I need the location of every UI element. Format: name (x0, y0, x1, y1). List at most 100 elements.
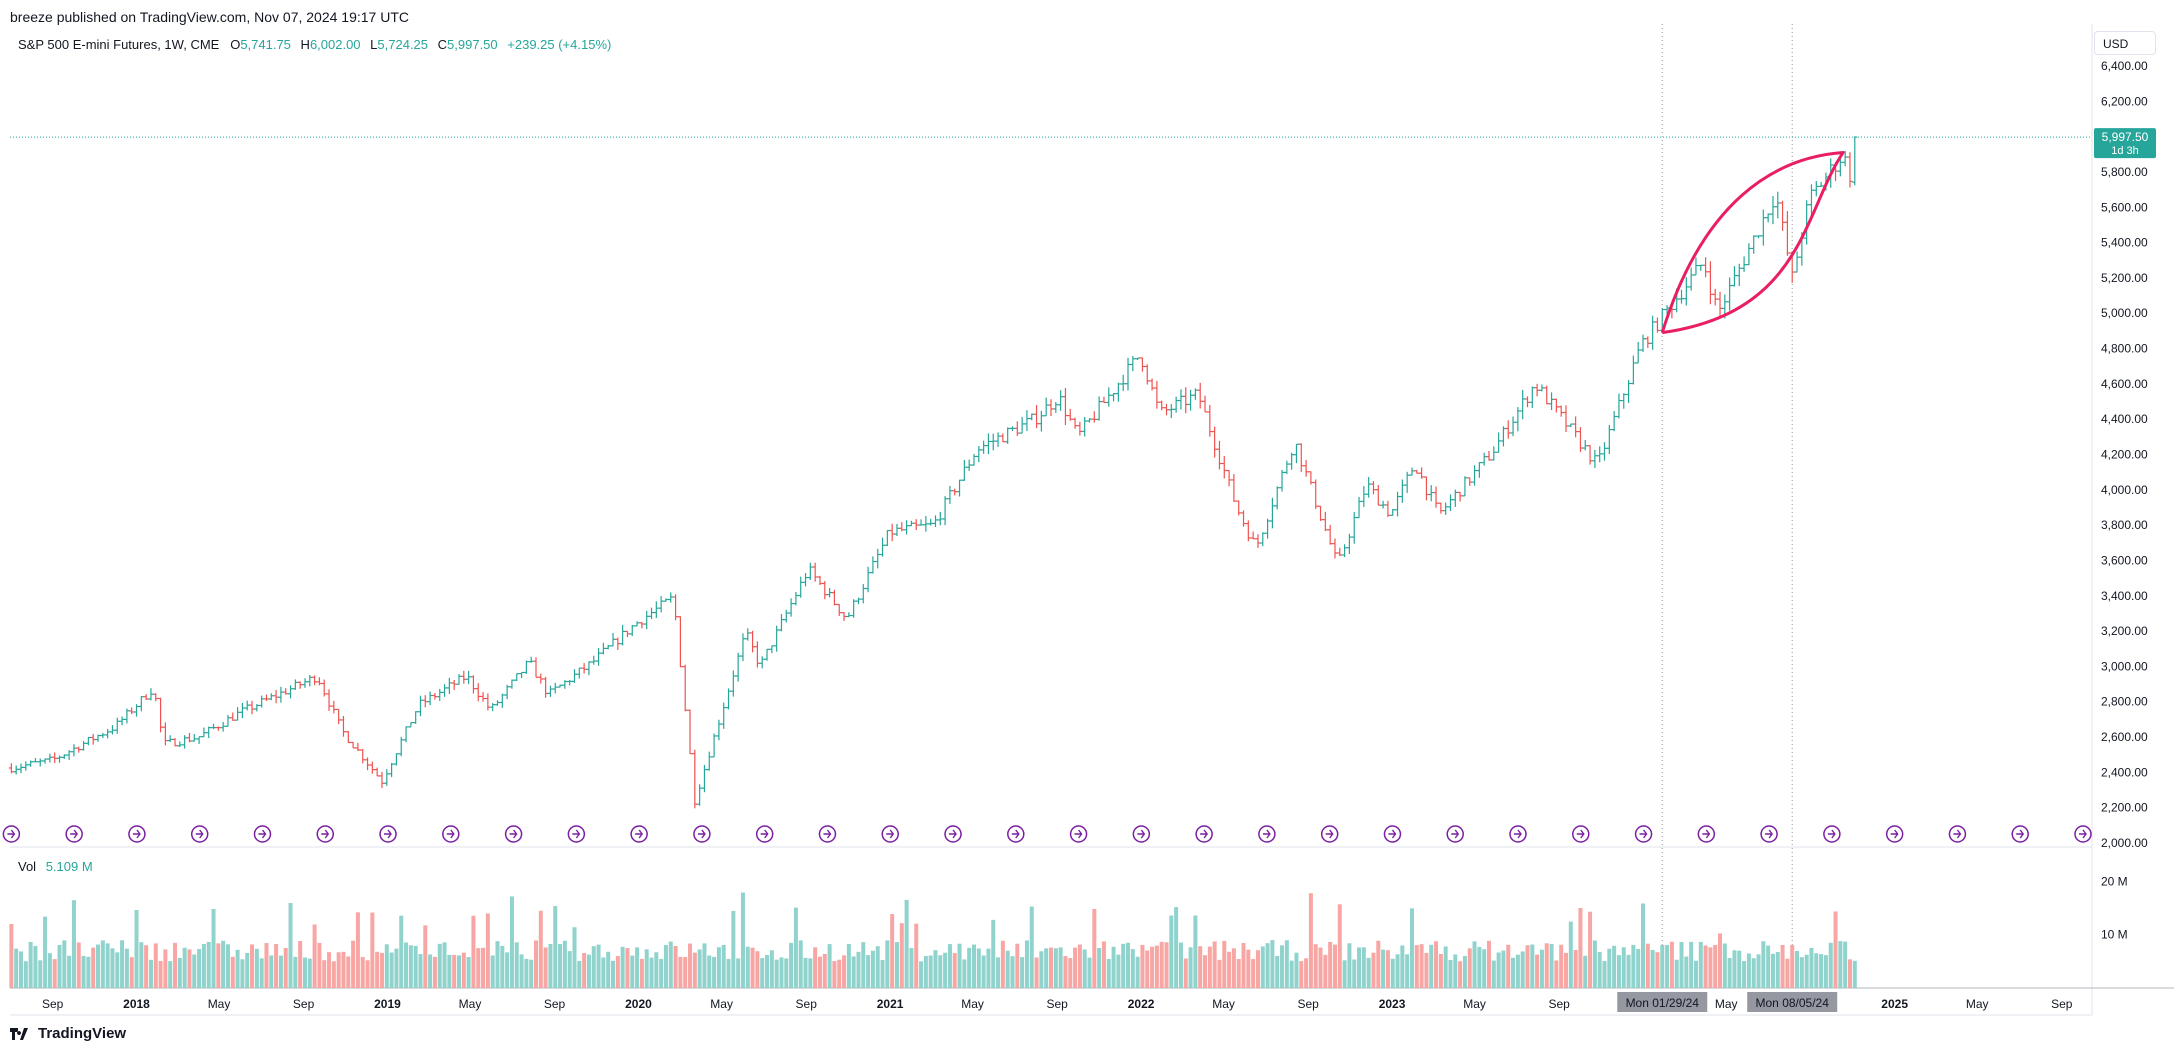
ohlc-bar (1164, 403, 1170, 416)
volume-bar (283, 948, 288, 988)
volume-bar (1241, 942, 1246, 988)
volume-bar (471, 915, 476, 988)
volume-bar (177, 957, 182, 988)
ohlc-bar (1515, 407, 1521, 432)
volume-bar (428, 954, 433, 988)
volume-bar (351, 940, 356, 988)
volume-bar (1357, 947, 1362, 988)
ohlc-bar (1168, 404, 1174, 419)
low-key: L (370, 37, 378, 52)
ohlc-bar (273, 689, 279, 704)
ohlc-bar (740, 633, 746, 662)
ohlc-bar (726, 688, 732, 710)
ohlc-bar (1736, 263, 1742, 287)
ohlc-bar (1144, 364, 1150, 385)
volume-bar (1689, 941, 1694, 988)
volume-bar (9, 923, 14, 988)
ohlc-bar (268, 693, 274, 701)
ohlc-bar (312, 675, 318, 686)
volume-bar (697, 949, 702, 988)
ohlc-bar (961, 459, 967, 481)
volume-bar (765, 955, 770, 988)
tradingview-logo[interactable]: TradingView (10, 1025, 126, 1042)
volume-bar (1434, 941, 1439, 988)
ohlc-bar (1111, 392, 1117, 402)
volume-bar (1299, 961, 1304, 988)
ohlc-bar (61, 754, 67, 759)
ohlc-bar (1082, 416, 1088, 437)
volume-bar (1559, 944, 1564, 988)
ohlc-bar (745, 628, 751, 641)
event-icon-arrow (2016, 829, 2025, 839)
ohlc-bar (1500, 426, 1506, 447)
volume-bar (1535, 954, 1540, 988)
ohlc-bar (1173, 396, 1179, 413)
volume-bar (630, 955, 635, 988)
volume-bar (1207, 946, 1212, 988)
volume-bar (1212, 941, 1217, 988)
ohlc-bar (1760, 209, 1766, 246)
ohlc-bar (985, 433, 991, 455)
ohlc-bar (716, 719, 722, 741)
event-icon-arrow (1702, 829, 1711, 839)
volume-bar (404, 942, 409, 988)
x-tick-label: Sep (1047, 997, 1069, 1011)
volume-bar (919, 961, 924, 988)
x-tick-label: May (1463, 997, 1486, 1011)
ohlc-bar (182, 735, 188, 749)
ohlc-bar (1096, 396, 1102, 421)
currency-button[interactable]: USD (2094, 31, 2156, 55)
ohlc-bar (384, 769, 390, 786)
dividend-event-icon (1634, 825, 1653, 843)
ohlc-bar (1241, 510, 1247, 527)
volume-bar (1766, 945, 1771, 988)
ohlc-bar (634, 621, 640, 627)
ohlc-bar (249, 700, 255, 715)
ohlc-bar (288, 685, 294, 699)
ohlc-bar (345, 730, 351, 744)
volume-bar (452, 954, 457, 988)
volume-bar (1636, 948, 1641, 988)
volume-bar (1722, 943, 1727, 988)
volume-bar (394, 948, 399, 988)
dividend-event-icon (630, 825, 648, 843)
ohlc-bar (1298, 443, 1304, 473)
volume-bar (793, 907, 798, 988)
volume-bar (712, 956, 717, 988)
ohlc-bar (1009, 426, 1015, 431)
volume-bar (346, 956, 351, 988)
ohlc-bar (557, 684, 563, 688)
ohlc-bar (442, 684, 448, 697)
y-tick-label: 3,000.00 (2101, 659, 2148, 673)
volume-bar (885, 940, 890, 988)
volume-bar (52, 959, 57, 988)
volume-bar (1376, 940, 1381, 988)
volume-bar (1251, 959, 1256, 988)
event-icon-arrow (446, 829, 455, 839)
y-tick-label: 5,200.00 (2101, 271, 2148, 285)
volume-bar (635, 947, 640, 988)
ohlc-bar (899, 522, 905, 532)
ohlc-bar (32, 758, 38, 763)
volume-bar (688, 943, 693, 988)
dividend-event-icon (504, 825, 523, 843)
y-tick-label: 4,800.00 (2101, 342, 2148, 356)
event-icon-arrow (70, 829, 79, 839)
volume-bar (192, 954, 197, 988)
ohlc-bar (1332, 538, 1338, 559)
ohlc-bar (167, 735, 173, 743)
volume-bar (1294, 952, 1299, 988)
volume-bar (649, 957, 654, 988)
ohlc-bar (1202, 395, 1208, 413)
ohlc-bar (1481, 452, 1487, 466)
ohlc-bar (1727, 277, 1733, 311)
ohlc-bar (451, 680, 457, 691)
volume-bar (1838, 941, 1843, 988)
volume-bar (1361, 947, 1366, 988)
ohlc-bar (1337, 547, 1343, 557)
ohlc-bar (389, 762, 395, 777)
volume-bar (1395, 954, 1400, 988)
volume-bar (1154, 945, 1159, 988)
y-tick-label: 3,800.00 (2101, 518, 2148, 532)
